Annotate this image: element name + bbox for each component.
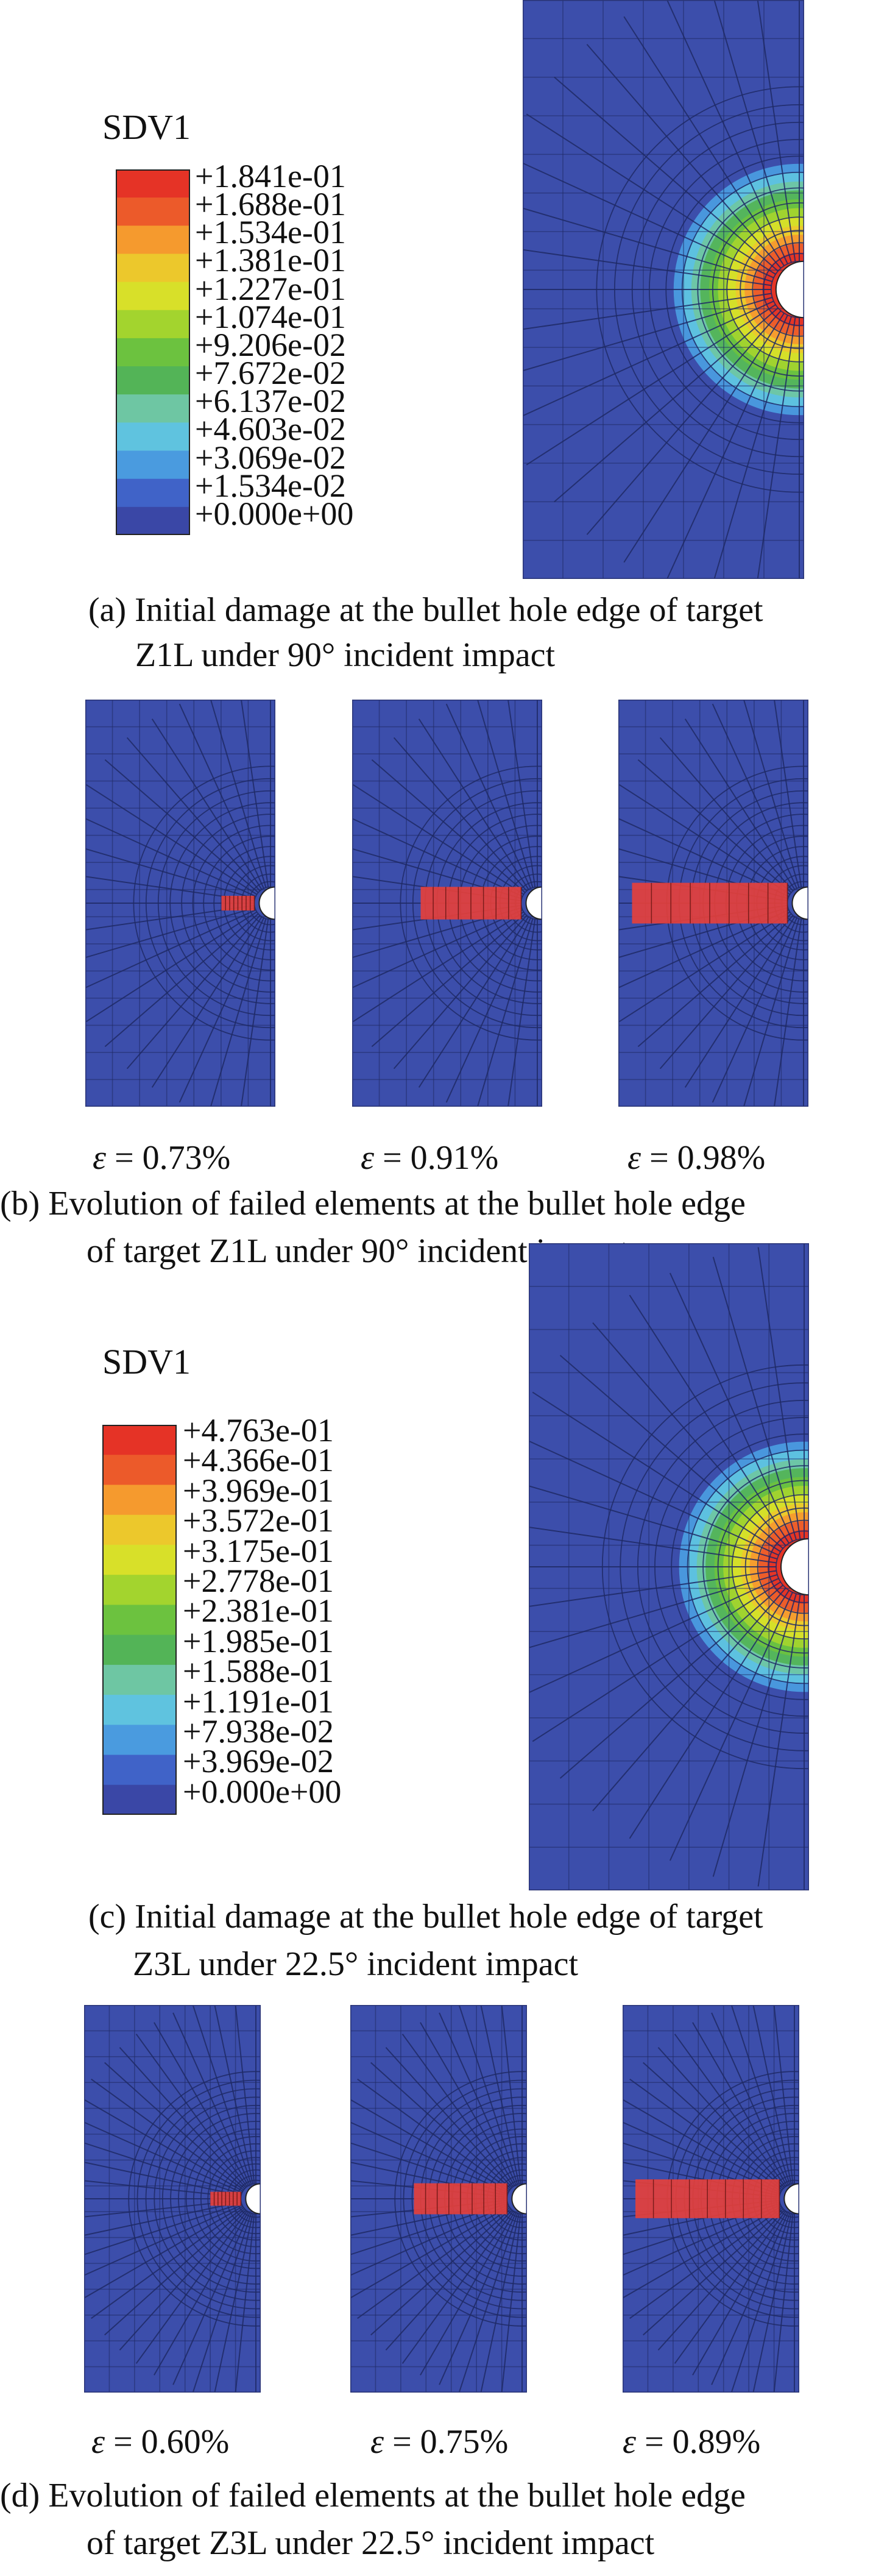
legend-value: +3.969e-01 <box>183 1472 334 1509</box>
mesh-plot-d2 <box>350 2005 527 2393</box>
legend-swatch <box>116 422 190 452</box>
caption-a-line1: (a) Initial damage at the bullet hole ed… <box>88 591 763 629</box>
legend-swatch <box>116 282 190 311</box>
mesh-plot-d3 <box>623 2005 799 2393</box>
legend-value: +0.000e+00 <box>195 495 354 532</box>
legend-swatch <box>116 506 190 535</box>
legend-swatch <box>102 1664 177 1695</box>
caption-c-line2: Z3L under 22.5° incident impact <box>133 1945 579 1983</box>
legend-value: +6.137e-02 <box>195 383 346 420</box>
legend-value: +1.381e-01 <box>195 242 346 279</box>
legend-swatch <box>116 225 190 254</box>
caption-d-line1: (d) Evolution of failed elements at the … <box>0 2477 746 2514</box>
strain-label-b1: ε = 0.73% <box>93 1139 231 1177</box>
legend-title: SDV1 <box>102 107 191 147</box>
legend-swatch <box>116 169 190 198</box>
legend-value: +2.778e-01 <box>183 1563 334 1599</box>
legend-swatch <box>116 478 190 508</box>
legend-swatch <box>116 338 190 367</box>
legend-value: +1.074e-01 <box>195 298 346 335</box>
legend-swatch <box>102 1575 177 1605</box>
strain-label-d3: ε = 0.89% <box>623 2423 761 2461</box>
legend-value: +1.534e-02 <box>195 467 346 504</box>
strain-label-d2: ε = 0.75% <box>370 2423 509 2461</box>
legend-value: +3.069e-02 <box>195 439 346 476</box>
legend-swatch <box>116 450 190 480</box>
legend-swatch <box>102 1605 177 1636</box>
legend-swatch <box>116 366 190 395</box>
legend-value: +7.672e-02 <box>195 355 346 392</box>
legend-swatch <box>102 1455 177 1485</box>
legend-value: +4.366e-01 <box>183 1442 334 1479</box>
legend-value: +9.206e-02 <box>195 326 346 363</box>
legend-value: +1.841e-01 <box>195 158 346 194</box>
legend-swatch <box>102 1514 177 1545</box>
legend-swatch <box>102 1695 177 1725</box>
contour-plot-damage-c <box>529 1243 809 1890</box>
strain-label-d1: ε = 0.60% <box>91 2423 230 2461</box>
legend-value: +7.938e-02 <box>183 1713 334 1750</box>
legend-value: +3.969e-02 <box>183 1743 334 1780</box>
strain-label-b2: ε = 0.91% <box>361 1139 499 1177</box>
caption-b-line1: (b) Evolution of failed elements at the … <box>0 1185 746 1222</box>
mesh-plot-d1 <box>84 2005 261 2393</box>
legend-swatch <box>116 197 190 226</box>
legend-value: +2.381e-01 <box>183 1592 334 1630</box>
legend-value: +0.000e+00 <box>183 1773 342 1810</box>
legend-value: +4.763e-01 <box>183 1412 334 1449</box>
legend-swatch <box>102 1755 177 1786</box>
color-legend-bar <box>102 1425 177 1815</box>
mesh-plot-b3 <box>618 700 808 1107</box>
legend-value: +1.588e-01 <box>183 1653 334 1690</box>
legend-swatch <box>102 1634 177 1666</box>
caption-c-line1: (c) Initial damage at the bullet hole ed… <box>88 1898 763 1936</box>
legend-swatch <box>102 1425 177 1455</box>
legend-swatch <box>102 1725 177 1756</box>
legend-value: +1.191e-01 <box>183 1683 334 1720</box>
legend-swatch <box>116 310 190 339</box>
mesh-plot-b2 <box>352 700 542 1107</box>
legend-value: +1.985e-01 <box>183 1622 334 1659</box>
legend-swatch <box>116 254 190 283</box>
legend-value: +3.175e-01 <box>183 1532 334 1569</box>
legend-swatch <box>102 1485 177 1516</box>
legend-swatch <box>102 1544 177 1575</box>
mesh-plot-b1 <box>85 700 275 1107</box>
caption-d-line2: of target Z3L under 22.5° incident impac… <box>87 2524 655 2562</box>
legend-value: +3.572e-01 <box>183 1502 334 1539</box>
legend-value: +4.603e-02 <box>195 411 346 448</box>
legend-value: +1.534e-01 <box>195 214 346 251</box>
legend-value: +1.227e-01 <box>195 270 346 307</box>
contour-plot-damage-a <box>523 0 804 579</box>
legend-title: SDV1 <box>102 1342 191 1382</box>
legend-swatch <box>102 1784 177 1815</box>
color-legend-bar <box>116 169 190 535</box>
caption-a-line2: Z1L under 90° incident impact <box>135 636 556 674</box>
legend-swatch <box>116 394 190 423</box>
legend-value: +1.688e-01 <box>195 186 346 223</box>
strain-label-b3: ε = 0.98% <box>627 1139 766 1177</box>
